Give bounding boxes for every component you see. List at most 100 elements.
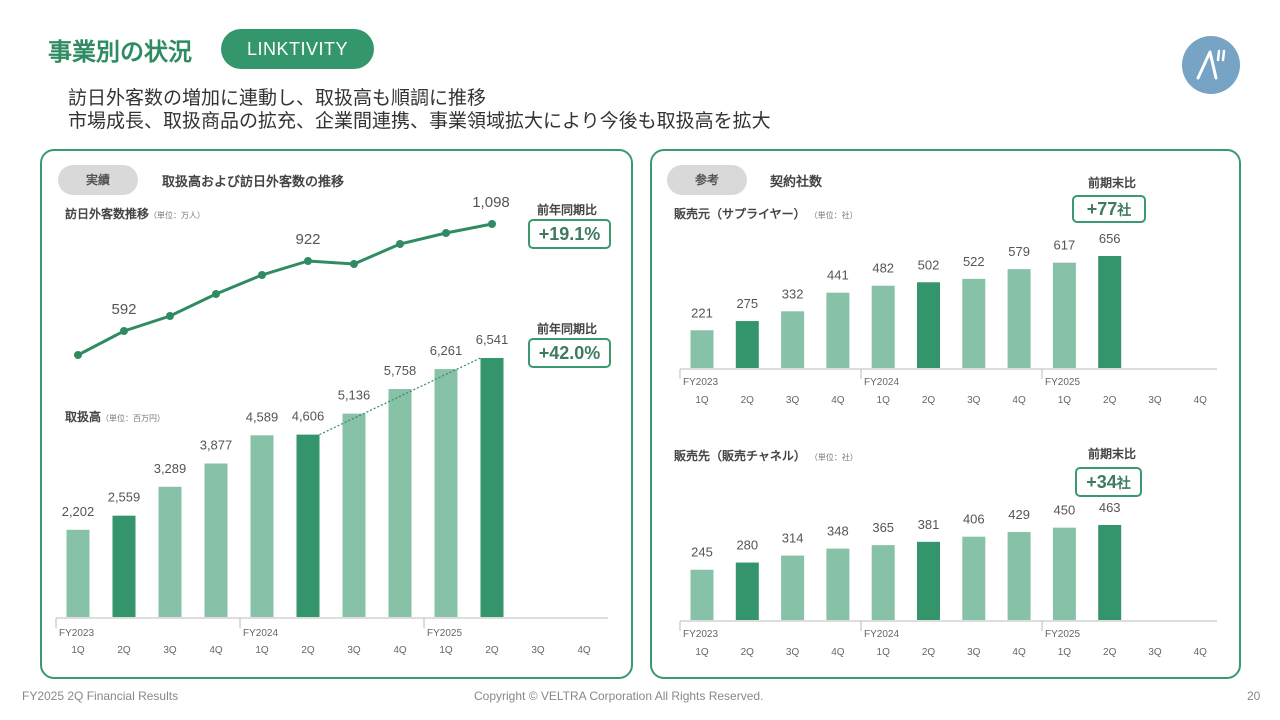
- channel-quarter-label: 3Q: [786, 647, 800, 658]
- right-panel-title: 契約社数: [770, 175, 823, 190]
- left-chart-fy-label: FY2023: [59, 628, 94, 639]
- channel-bar-label: 314: [782, 531, 804, 546]
- volume-bar: [158, 486, 182, 617]
- channel-bar-label: 450: [1054, 503, 1076, 518]
- channel-quarter-label: 2Q: [1103, 647, 1117, 658]
- channel-bar: [871, 545, 895, 620]
- channel-quarter-label: 3Q: [967, 647, 981, 658]
- supplier-bar-label: 522: [963, 254, 985, 269]
- left-chart-quarter-label: 2Q: [485, 645, 499, 656]
- left-chart-quarter-label: 3Q: [531, 645, 545, 656]
- left-chart-quarter-label: 3Q: [347, 645, 361, 656]
- volume-bar-label: 2,559: [108, 490, 141, 505]
- visitors-yoy-value: +19.1%: [528, 219, 611, 249]
- visitors-label: 訪日外客数推移（単位：万人）: [65, 207, 206, 221]
- volume-bar: [66, 529, 90, 617]
- left-chart-quarter-label: 1Q: [71, 645, 85, 656]
- page-title: 事業別の状況: [48, 38, 192, 66]
- supplier-bar: [826, 292, 850, 368]
- volume-bar: [112, 515, 136, 617]
- supplier-fy-label: FY2023: [683, 377, 718, 388]
- visitors-point-label: 592: [111, 301, 136, 318]
- supplier-bar: [917, 282, 940, 368]
- volume-bar-label: 2,202: [62, 504, 95, 519]
- supplier-bar-label: 441: [827, 268, 849, 283]
- volume-bar: [296, 434, 320, 617]
- channel-bar-label: 348: [827, 524, 849, 539]
- channel-bar-label: 381: [918, 517, 940, 532]
- visitors-point: [350, 260, 358, 268]
- left-chart-quarter-label: 2Q: [117, 645, 131, 656]
- visitors-line: [77, 222, 493, 357]
- left-chart-quarter-label: 3Q: [163, 645, 177, 656]
- volume-yoy-value: +42.0%: [528, 338, 611, 368]
- supplier-bar-label: 579: [1008, 244, 1030, 259]
- channel-quarter-label: 1Q: [1058, 647, 1072, 658]
- visitors-point-label: 1,098: [472, 194, 510, 211]
- channel-unit: （単位：社）: [813, 453, 858, 462]
- supplier-quarter-label: 4Q: [831, 395, 845, 406]
- channel-bar-label: 280: [736, 538, 758, 553]
- supplier-quarter-label: 1Q: [695, 395, 709, 406]
- channel-bar-label: 429: [1008, 507, 1030, 522]
- page-number: 20: [1247, 689, 1261, 703]
- supplier-quarter-label: 4Q: [1012, 395, 1026, 406]
- supplier-quarter-label: 3Q: [786, 395, 800, 406]
- volume-bar-label: 5,136: [338, 388, 371, 403]
- supplier-bar: [1098, 256, 1122, 368]
- visitors-point: [442, 229, 450, 237]
- reference-tag: 参考: [667, 165, 747, 195]
- channel-bar: [917, 541, 940, 620]
- supplier-bar: [871, 285, 895, 368]
- supplier-quarter-label: 1Q: [1058, 395, 1072, 406]
- left-chart-fy-label: FY2025: [427, 628, 462, 639]
- channel-bar: [1007, 531, 1031, 620]
- volume-bar-label: 3,877: [200, 437, 233, 452]
- visitors-point: [212, 290, 220, 298]
- supplier-bar-label: 221: [691, 305, 713, 320]
- supplier-quarter-label: 3Q: [1148, 395, 1162, 406]
- supplier-quarter-label: 2Q: [741, 395, 755, 406]
- channel-fy-label: FY2024: [864, 629, 899, 640]
- volume-bar-label: 5,758: [384, 363, 417, 378]
- channel-bar-label: 365: [872, 520, 894, 535]
- supplier-bar-label: 656: [1099, 231, 1121, 246]
- channel-change-label: 前期末比: [1088, 447, 1137, 461]
- volume-bar-label: 6,541: [476, 332, 509, 347]
- channel-quarter-label: 1Q: [695, 647, 709, 658]
- visitors-unit: （単位：万人）: [149, 211, 206, 220]
- supplier-bar: [1052, 262, 1076, 368]
- supplier-bar: [962, 278, 986, 368]
- visitors-point: [166, 312, 174, 320]
- channel-bar-label: 406: [963, 512, 985, 527]
- supplier-quarter-label: 1Q: [877, 395, 891, 406]
- visitors-point: [120, 327, 128, 335]
- channel-bar: [690, 569, 714, 620]
- left-chart-quarter-label: 4Q: [393, 645, 407, 656]
- volume-bar: [434, 369, 458, 617]
- footer-copyright: Copyright © VELTRA Corporation All Right…: [474, 689, 764, 703]
- left-chart-quarter-label: 1Q: [439, 645, 453, 656]
- channel-bar: [962, 536, 986, 620]
- visitors-point: [258, 271, 266, 279]
- supplier-bar: [781, 311, 805, 368]
- subtitle-line-1: 訪日外客数の増加に連動し、取扱高も順調に推移: [68, 87, 487, 109]
- channel-quarter-label: 1Q: [877, 647, 891, 658]
- logo-icon: [1182, 36, 1240, 94]
- volume-bar: [342, 413, 366, 617]
- visitors-yoy-label: 前年同期比: [537, 203, 598, 217]
- visitors-point: [304, 257, 312, 265]
- supplier-quarter-label: 2Q: [922, 395, 936, 406]
- volume-label: 取扱高（単位：百万円）: [65, 410, 166, 424]
- channel-bar: [735, 562, 759, 620]
- visitors-point: [488, 220, 496, 228]
- volume-bar: [204, 463, 228, 617]
- supplier-change-label: 前期末比: [1088, 176, 1137, 190]
- volume-bar-label: 4,606: [292, 409, 325, 424]
- channel-change-value: +34社: [1075, 467, 1142, 497]
- volume-trend-line: [319, 357, 481, 436]
- volume-unit: （単位：百万円）: [101, 414, 166, 423]
- channel-quarter-label: 4Q: [831, 647, 845, 658]
- supplier-bar-label: 617: [1054, 238, 1076, 253]
